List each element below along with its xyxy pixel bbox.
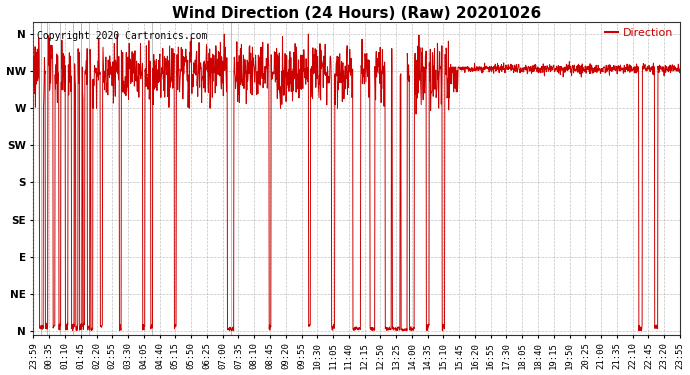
Text: Copyright 2020 Cartronics.com: Copyright 2020 Cartronics.com xyxy=(37,31,207,41)
Legend: Direction: Direction xyxy=(601,24,678,43)
Title: Wind Direction (24 Hours) (Raw) 20201026: Wind Direction (24 Hours) (Raw) 20201026 xyxy=(172,6,542,21)
